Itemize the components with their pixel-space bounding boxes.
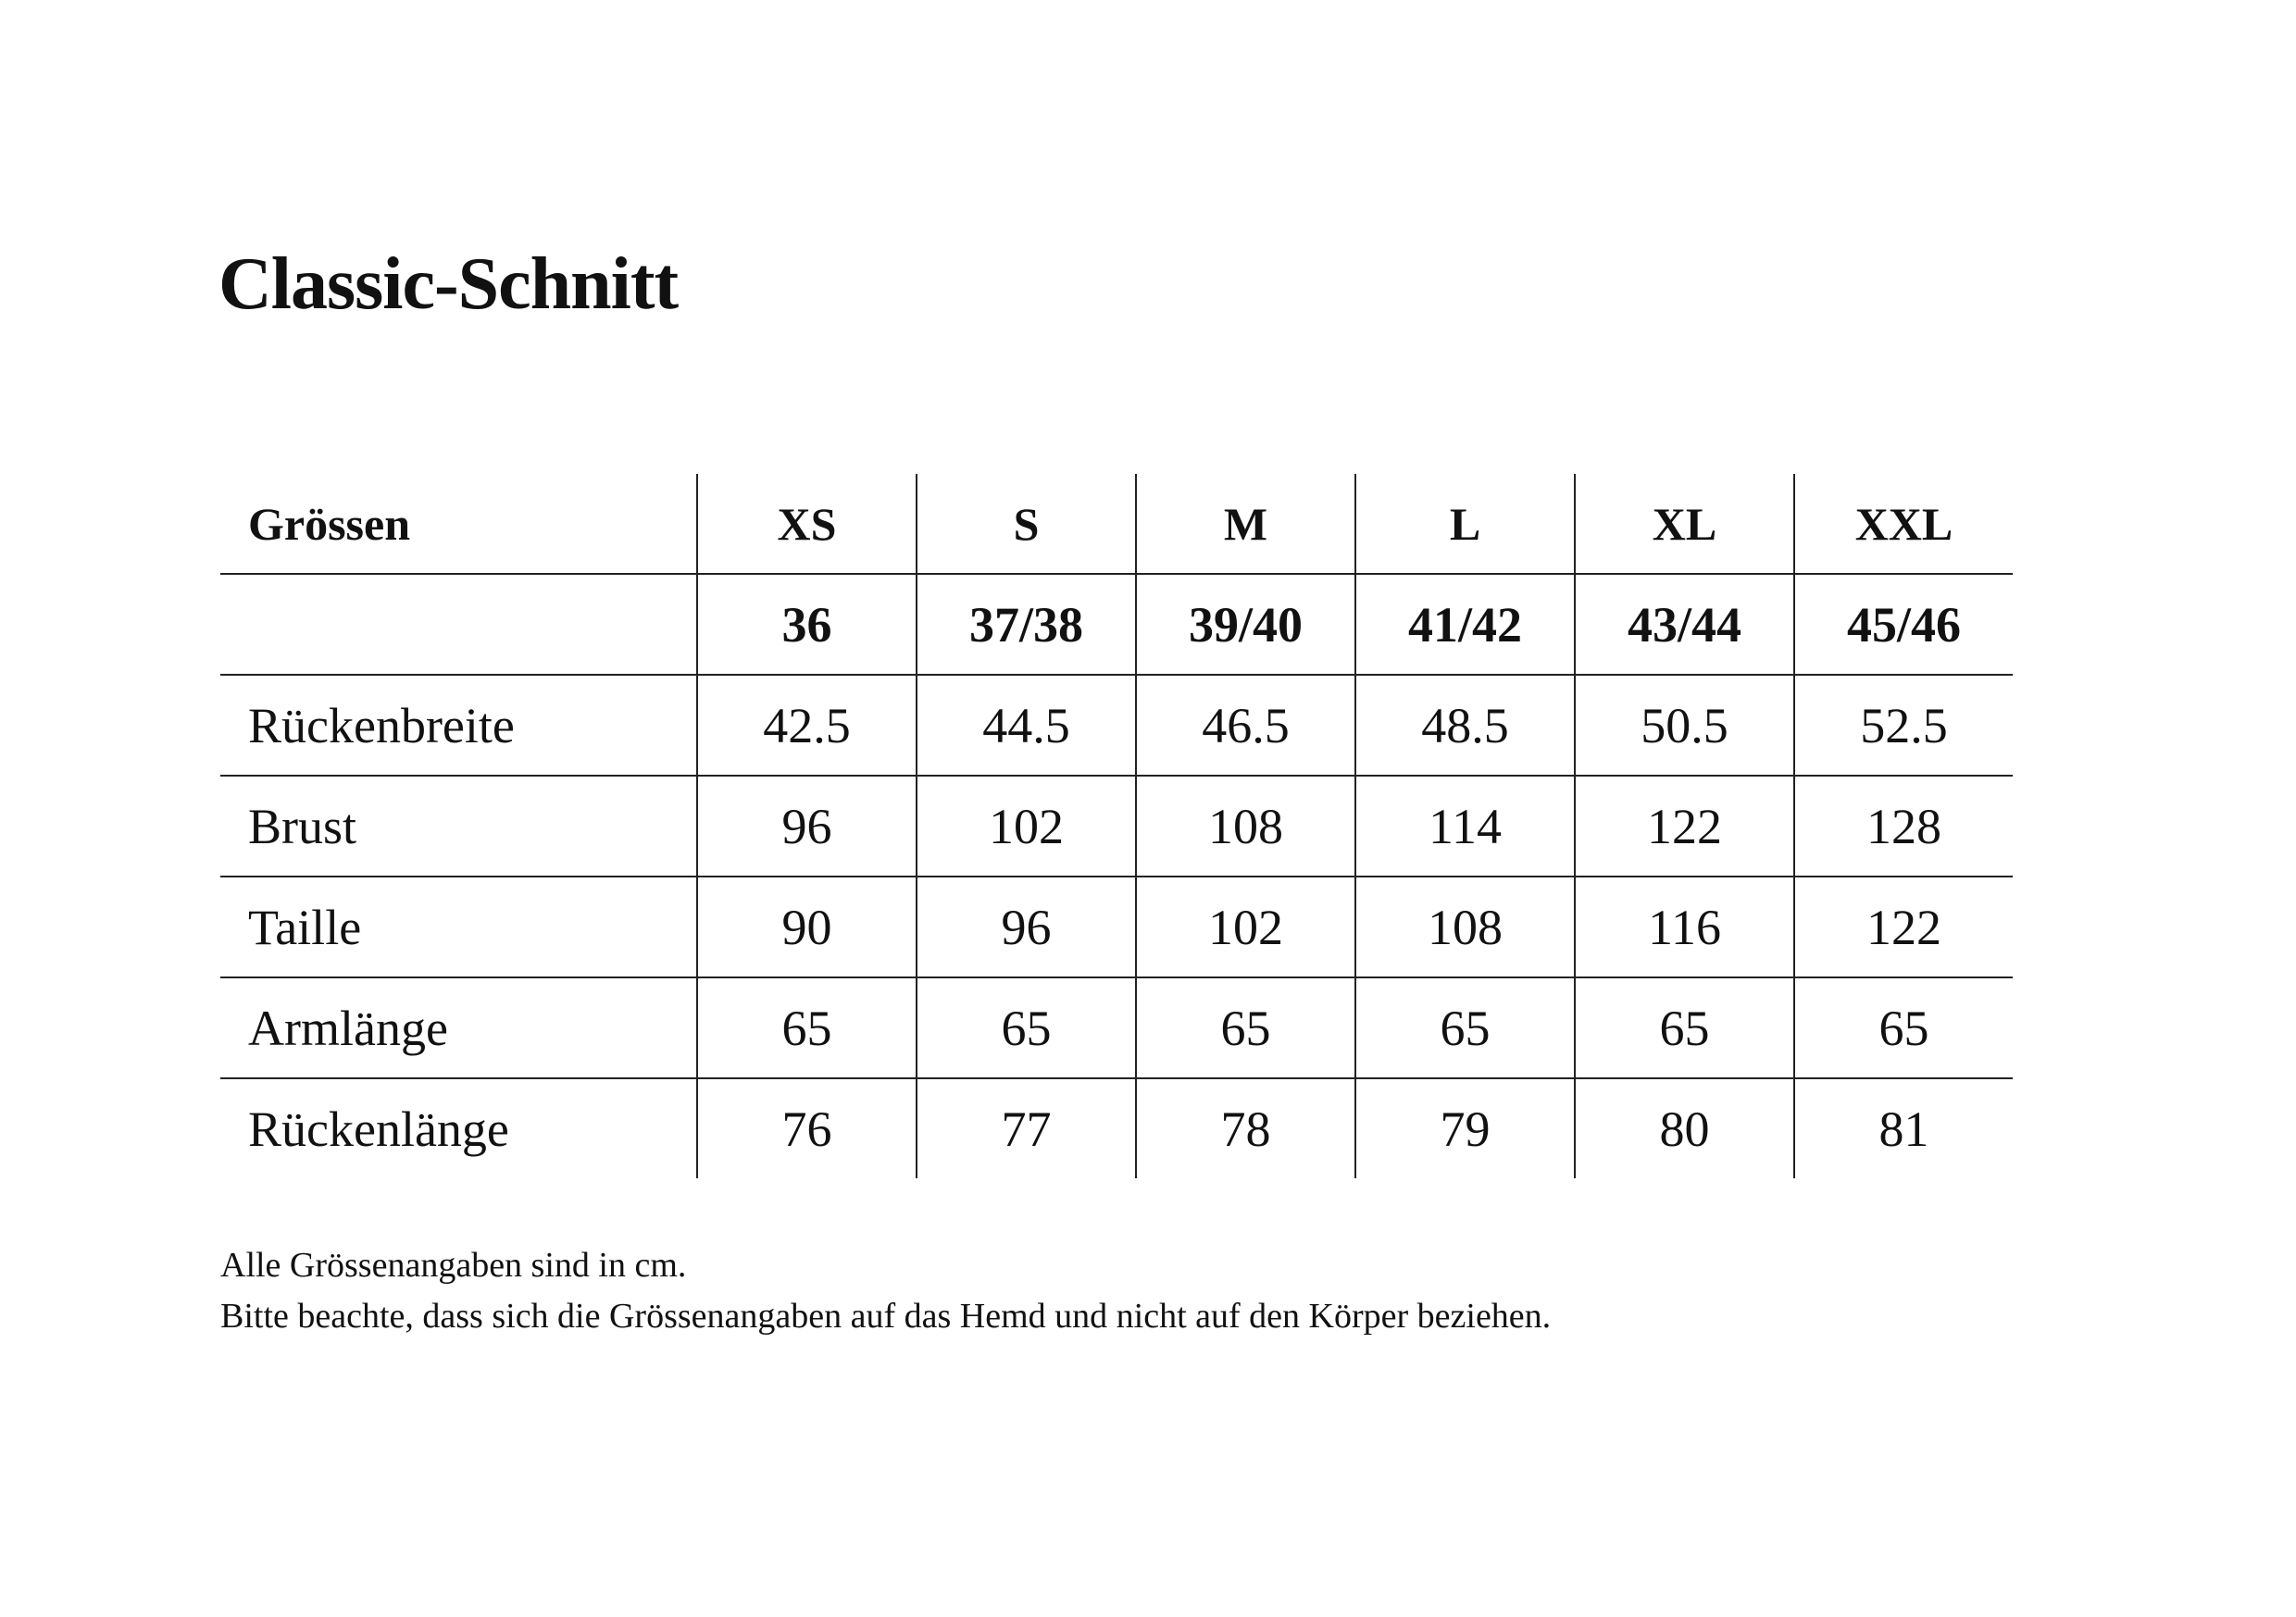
table-row: Rückenlänge 76 77 78 79 80 81 — [220, 1078, 2013, 1178]
value-cell: 96 — [916, 877, 1136, 978]
value-cell: 76 — [696, 1078, 917, 1178]
value-cell: 65 — [916, 977, 1136, 1079]
row-label: Brust — [220, 776, 697, 877]
table-row: Taille 90 96 102 108 116 122 — [220, 877, 2013, 978]
header-row: Grössen XS S M L XL XXL — [220, 474, 2013, 575]
value-cell: 48.5 — [1354, 675, 1575, 777]
row-label: Taille — [220, 877, 697, 978]
eu-size-cell: 43/44 — [1574, 574, 1794, 676]
value-cell: 65 — [696, 977, 917, 1079]
table-row: Brust 96 102 108 114 122 128 — [220, 776, 2013, 877]
eu-size-row: 36 37/38 39/40 41/42 43/44 45/46 — [220, 574, 2013, 676]
size-header: L — [1354, 474, 1575, 575]
size-header: S — [916, 474, 1136, 575]
size-header: XS — [696, 474, 917, 575]
table-row: Armlänge 65 65 65 65 65 65 — [220, 977, 2013, 1079]
size-header: XL — [1574, 474, 1794, 575]
row-label: Armlänge — [220, 977, 697, 1079]
value-cell: 102 — [916, 776, 1136, 877]
value-cell: 65 — [1793, 977, 2013, 1079]
eu-size-cell: 41/42 — [1354, 574, 1575, 676]
value-cell: 108 — [1354, 877, 1575, 978]
page-title: Classic-Schnitt — [218, 243, 679, 325]
value-cell: 65 — [1354, 977, 1575, 1079]
size-header: XXL — [1793, 474, 2013, 575]
value-cell: 90 — [696, 877, 917, 978]
note-disclaimer: Bitte beachte, dass sich die Grössenanga… — [220, 1297, 1552, 1336]
note-units: Alle Grössenangaben sind in cm. — [220, 1246, 687, 1285]
value-cell: 44.5 — [916, 675, 1136, 777]
value-cell: 122 — [1793, 877, 2013, 978]
empty-cell — [220, 574, 697, 676]
row-label: Rückenlänge — [248, 1101, 509, 1157]
value-cell: 65 — [1574, 977, 1794, 1079]
size-header: M — [1135, 474, 1355, 575]
value-cell: 50.5 — [1574, 675, 1794, 777]
size-table: Grössen XS S M L XL XXL 36 37/38 39/40 41/42 43/44 4… — [220, 474, 2013, 1178]
value-cell: 79 — [1354, 1078, 1575, 1178]
eu-size-cell: 36 — [696, 574, 917, 676]
value-cell: 108 — [1135, 776, 1355, 877]
header-label: Grössen — [220, 474, 697, 575]
value-cell: 77 — [916, 1078, 1136, 1178]
value-cell: 96 — [696, 776, 917, 877]
row-label: Rückenbreite — [220, 675, 697, 777]
value-cell: 52.5 — [1793, 675, 2013, 777]
value-cell: 78 — [1135, 1078, 1355, 1178]
value-cell: 46.5 — [1135, 675, 1355, 777]
value-cell: 122 — [1574, 776, 1794, 877]
table-row: Rückenbreite 42.5 44.5 46.5 48.5 50.5 52.5 — [220, 675, 2013, 777]
eu-size-cell: 37/38 — [916, 574, 1136, 676]
value-cell: 116 — [1574, 877, 1794, 978]
value-cell: 65 — [1135, 977, 1355, 1079]
value-cell: 42.5 — [696, 675, 917, 777]
value-cell: 128 — [1793, 776, 2013, 877]
value-cell: 80 — [1574, 1078, 1794, 1178]
eu-size-cell: 39/40 — [1135, 574, 1355, 676]
eu-size-cell: 45/46 — [1793, 574, 2013, 676]
notes: Alle Grössenangaben sind in cm. Bitte be… — [220, 1240, 1551, 1342]
value-cell: 81 — [1793, 1078, 2013, 1178]
value-cell: 114 — [1354, 776, 1575, 877]
value-cell: 102 — [1135, 877, 1355, 978]
